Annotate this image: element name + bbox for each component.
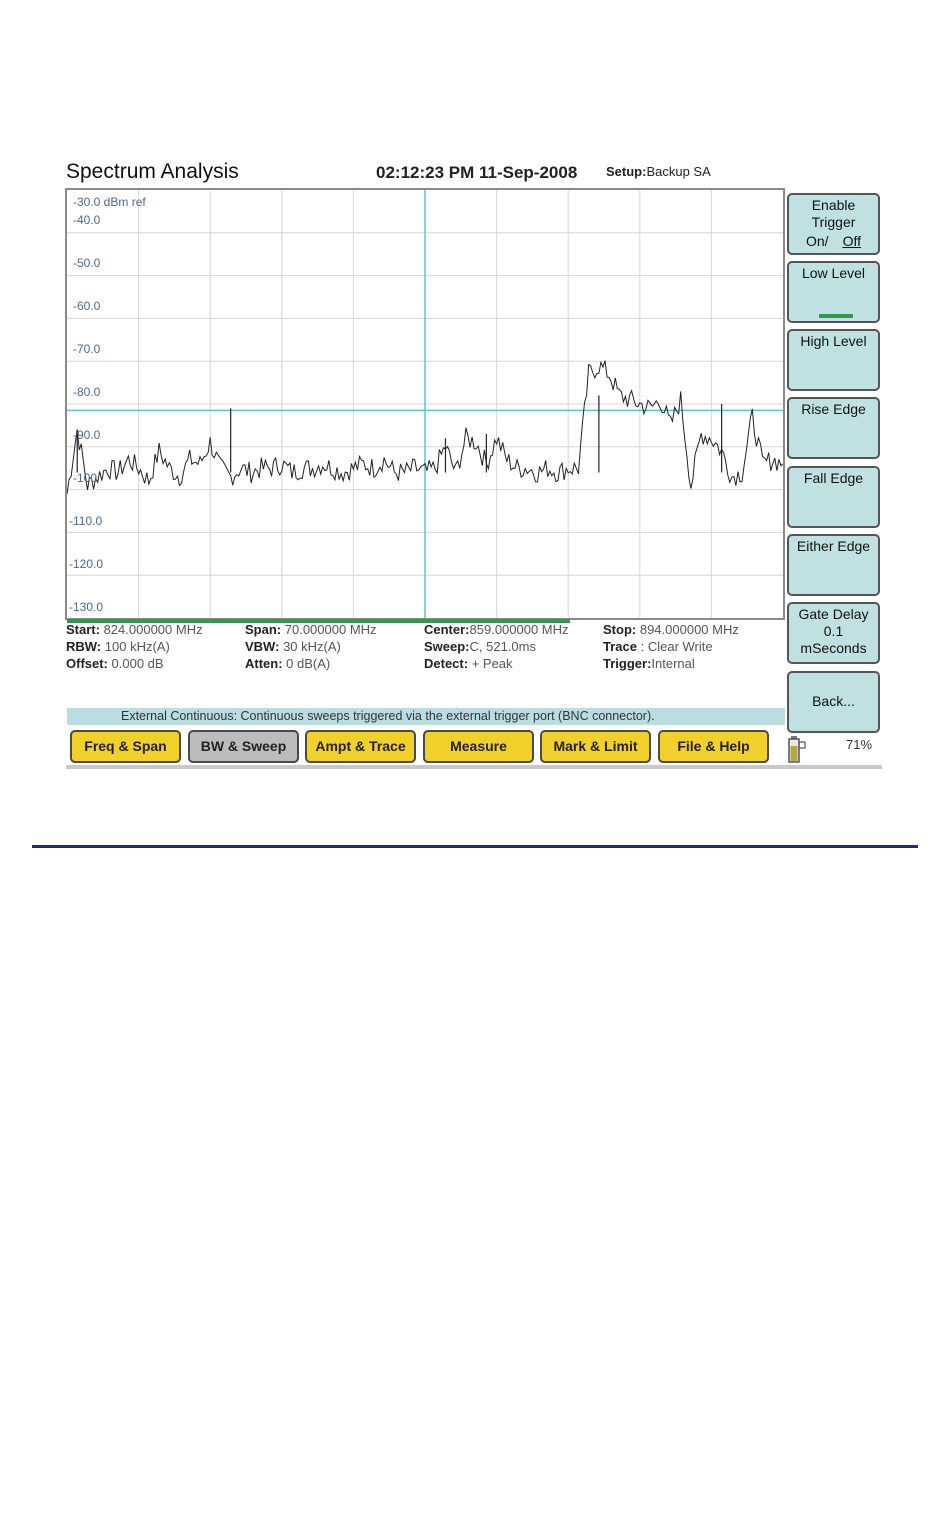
param-span: Span: 70.000000 MHz	[245, 622, 377, 637]
softkey-rise-edge[interactable]: Rise Edge	[787, 397, 880, 459]
y-tick-label: -70.0	[73, 342, 101, 356]
param-value: 0 dB(A)	[286, 656, 331, 671]
softkey-label: Rise Edge	[801, 401, 866, 417]
softkey-label: Gate Delay	[798, 606, 869, 622]
param-stop: Stop: 894.000000 MHz	[603, 622, 739, 637]
battery-percent: 71%	[846, 737, 873, 752]
screen-bottom-edge	[66, 765, 882, 769]
softkey-label: Trigger	[811, 214, 856, 230]
param-key: RBW:	[66, 639, 102, 654]
y-tick-label: -50.0	[73, 256, 101, 270]
param-start: Start: 824.000000 MHz	[66, 622, 203, 637]
softkey-label: Back...	[812, 693, 855, 709]
tab-measure[interactable]: Measure	[423, 730, 534, 763]
y-tick-label: -120.0	[69, 557, 104, 571]
param-key: Start:	[66, 622, 100, 637]
softkey-low-level[interactable]: Low Level	[787, 261, 880, 323]
tab-ampt-trace[interactable]: Ampt & Trace	[305, 730, 416, 763]
softkey-gate-delay[interactable]: Gate Delay 0.1 mSeconds	[787, 602, 880, 664]
param-vbw: VBW: 30 kHz(A)	[245, 639, 341, 654]
softkey-either-edge[interactable]: Either Edge	[787, 534, 880, 596]
param-key: Trace	[603, 639, 637, 654]
page-divider-rule	[32, 845, 918, 848]
softkey-unit: mSeconds	[800, 640, 867, 656]
param-value: 100 kHz(A)	[104, 639, 170, 654]
softkey-label: Fall Edge	[803, 470, 864, 486]
on-off-toggle: On/Off	[789, 233, 878, 250]
param-detect: Detect: + Peak	[424, 656, 513, 671]
param-value: 30 kHz(A)	[283, 639, 341, 654]
softkey-label: Either Edge	[796, 538, 871, 554]
sweep-progress-fill	[67, 619, 570, 623]
y-tick-label: -60.0	[73, 299, 101, 313]
param-value: 894.000000 MHz	[639, 622, 739, 637]
param-key: Trigger:	[603, 656, 652, 671]
softkey-label: Enable	[811, 197, 856, 213]
screen-title: Spectrum Analysis	[66, 160, 239, 183]
spectrum-plot-svg	[67, 190, 783, 618]
param-value: Internal	[651, 656, 695, 671]
off-option: Off	[842, 233, 861, 249]
setup-value: Backup SA	[646, 164, 711, 179]
tab-mark-limit[interactable]: Mark & Limit	[540, 730, 651, 763]
y-tick-label: -80.0	[73, 385, 101, 399]
param-value: 824.000000 MHz	[103, 622, 203, 637]
param-trace: Trace : Clear Write	[603, 639, 713, 654]
menu-tab-bar: Freq & Span BW & Sweep Ampt & Trace Meas…	[67, 730, 783, 764]
param-value: 70.000000 MHz	[284, 622, 377, 637]
sweep-progress-bar	[67, 619, 785, 623]
softkey-back[interactable]: Back...	[787, 671, 880, 733]
spectrum-trace	[67, 360, 783, 495]
param-key: Sweep:	[424, 639, 470, 654]
on-option: On/	[806, 233, 829, 249]
battery-icon	[788, 736, 806, 763]
spectrum-plot[interactable]	[65, 188, 785, 620]
param-value: : Clear Write	[640, 639, 713, 654]
param-key: Detect:	[424, 656, 469, 671]
param-value: 859.000000 MHz	[469, 622, 569, 637]
param-sweep: Sweep:C, 521.0ms	[424, 639, 536, 654]
tab-file-help[interactable]: File & Help	[658, 730, 769, 763]
tab-bw-sweep[interactable]: BW & Sweep	[188, 730, 299, 763]
param-atten: Atten: 0 dB(A)	[245, 656, 330, 671]
param-center: Center:859.000000 MHz	[424, 622, 569, 637]
setup-readout: Setup:Backup SA	[606, 164, 711, 179]
y-tick-label: -130.0	[69, 600, 104, 614]
softkey-label: Low Level	[801, 265, 866, 281]
param-offset: Offset: 0.000 dB	[66, 656, 164, 671]
softkey-high-level[interactable]: High Level	[787, 329, 880, 391]
param-rbw: RBW: 100 kHz(A)	[66, 639, 170, 654]
ref-level-label: -30.0 dBm ref	[73, 195, 146, 209]
param-value: + Peak	[471, 656, 513, 671]
param-key: VBW:	[245, 639, 280, 654]
setup-key: Setup:	[606, 164, 647, 179]
param-trigger: Trigger:Internal	[603, 656, 695, 671]
softkey-enable-trigger[interactable]: Enable Trigger On/Off	[787, 193, 880, 255]
param-key: Span:	[245, 622, 282, 637]
softkey-fall-edge[interactable]: Fall Edge	[787, 466, 880, 528]
status-message: External Continuous: Continuous sweeps t…	[121, 709, 655, 723]
level-indicator	[819, 314, 853, 318]
param-value: 0.000 dB	[111, 656, 164, 671]
param-value: C, 521.0ms	[469, 639, 536, 654]
param-key: Center:	[424, 622, 470, 637]
param-key: Stop:	[603, 622, 637, 637]
softkey-label: High Level	[800, 333, 867, 349]
param-key: Atten:	[245, 656, 283, 671]
status-message-bar: External Continuous: Continuous sweeps t…	[67, 708, 785, 725]
y-tick-label: -90.0	[73, 428, 101, 442]
y-tick-label: -110.0	[69, 514, 103, 528]
y-tick-label: -40.0	[73, 213, 101, 227]
y-tick-label: -100	[73, 471, 98, 485]
softkey-value: 0.1	[823, 623, 844, 639]
clock-readout: 02:12:23 PM 11-Sep-2008	[376, 163, 578, 182]
tab-freq-span[interactable]: Freq & Span	[70, 730, 181, 763]
param-key: Offset:	[66, 656, 108, 671]
